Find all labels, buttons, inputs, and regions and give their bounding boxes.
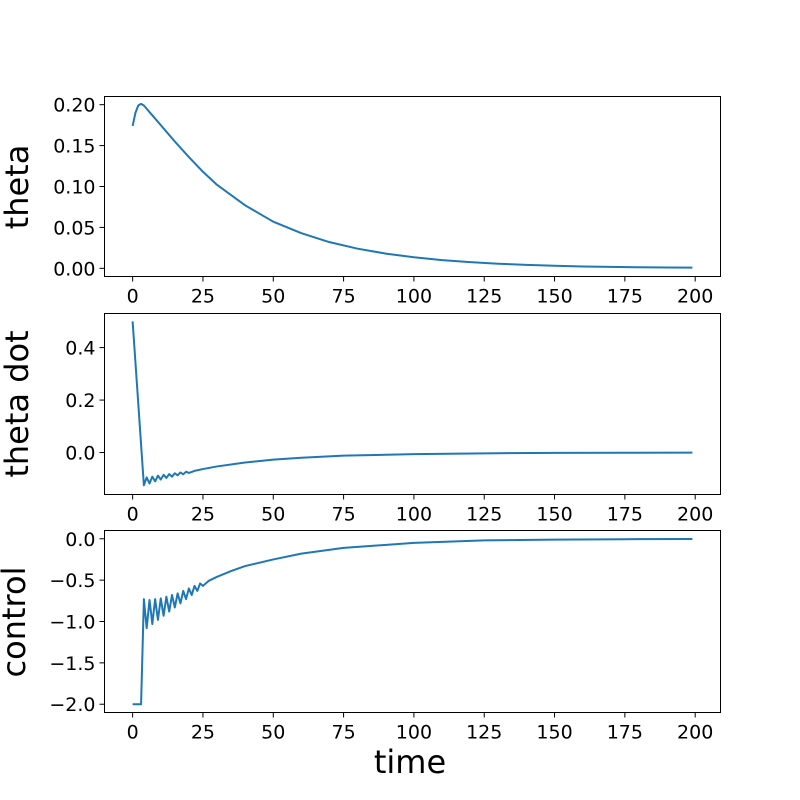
control-x-tick-label: 125 [466, 722, 502, 744]
theta-dot-y-ticks: 0.0 0.2 0.4 [65, 338, 105, 465]
theta-x-ticks: 0 25 50 75 100 125 150 175 200 [127, 276, 713, 308]
theta-dot-x-tick-label: 25 [191, 504, 215, 526]
theta-dot-x-tick-label: 0 [127, 504, 139, 526]
theta-x-tick-label: 50 [261, 286, 285, 308]
theta-y-axis-label: theta [0, 145, 36, 230]
control-x-tick-label: 100 [396, 722, 432, 744]
theta-series-line [131, 102, 693, 269]
theta-x-tick-label: 150 [536, 286, 572, 308]
control-x-tick-label: 75 [331, 722, 355, 744]
theta-y-tick-label: 0.20 [53, 95, 95, 117]
control-x-tick-label: 200 [677, 722, 713, 744]
theta-dot-x-tick-label: 200 [677, 504, 713, 526]
theta-dot-x-tick-label: 125 [466, 504, 502, 526]
theta-dot-panel: 0 25 50 75 100 125 150 175 200 0.0 0.2 0.4 theta d… [0, 313, 721, 526]
theta-dot-x-tick-label: 75 [331, 504, 355, 526]
control-x-tick-label: 150 [536, 722, 572, 744]
control-y-axis-label: control [0, 567, 33, 678]
theta-dot-x-tick-label: 175 [607, 504, 643, 526]
control-y-tick-label: −1.5 [49, 653, 95, 675]
theta-panel: 0 25 50 75 100 125 150 175 200 0.000.050.100.150… [0, 95, 721, 308]
theta-y-tick-label: 0.15 [53, 136, 95, 158]
control-x-tick-label: 175 [607, 722, 643, 744]
theta-dot-y-tick-label: 0.2 [65, 390, 95, 412]
theta-dot-x-tick-label: 100 [396, 504, 432, 526]
theta-y-tick-label: 0.05 [53, 217, 95, 239]
theta-y-tick-label: 0.00 [53, 258, 95, 280]
theta-dot-x-tick-label: 150 [536, 504, 572, 526]
theta-x-tick-label: 25 [191, 286, 215, 308]
theta-x-tick-label: 75 [331, 286, 355, 308]
theta-x-tick-label: 200 [677, 286, 713, 308]
theta-x-tick-label: 100 [396, 286, 432, 308]
theta-dot-y-axis-label: theta dot [0, 330, 36, 477]
theta-dot-y-tick-label: 0.0 [65, 443, 95, 465]
control-x-tick-label: 0 [127, 722, 139, 744]
theta-dot-axes-frame [104, 313, 721, 495]
theta-x-tick-label: 0 [127, 286, 139, 308]
theta-dot-series-line [131, 321, 693, 487]
control-series [132, 538, 693, 706]
theta-dot-x-ticks: 0 25 50 75 100 125 150 175 200 [127, 494, 713, 526]
control-x-tick-label: 25 [191, 722, 215, 744]
theta-dot-series [131, 321, 693, 487]
theta-dot-y-tick-label: 0.4 [65, 338, 95, 360]
control-y-ticks: 0.0 −0.5 −1.0 −1.5 −2.0 [49, 529, 105, 716]
theta-x-tick-label: 125 [466, 286, 502, 308]
time-x-axis-label: time [374, 743, 446, 781]
theta-x-tick-label: 175 [607, 286, 643, 308]
theta-series [131, 102, 693, 269]
theta-dot-x-tick-label: 50 [261, 504, 285, 526]
control-x-ticks: 0 25 50 75 100 125 150 175 200 [127, 712, 713, 744]
theta-y-ticks: 0.00 0.05 0.10 0.15 0.20 [53, 95, 105, 280]
control-y-tick-label: −1.0 [49, 612, 95, 634]
control-panel: 0 25 50 75 100 125 150 175 200 0.0 −0.5 −1.0 −1.5 −2… [0, 529, 721, 781]
theta-y-tick-label: 0.10 [53, 177, 95, 199]
control-y-tick-label: 0.0 [65, 529, 95, 551]
control-series-line [132, 538, 693, 706]
control-x-tick-label: 50 [261, 722, 285, 744]
control-y-tick-label: −2.0 [49, 694, 95, 716]
control-y-tick-label: −0.5 [49, 570, 95, 592]
